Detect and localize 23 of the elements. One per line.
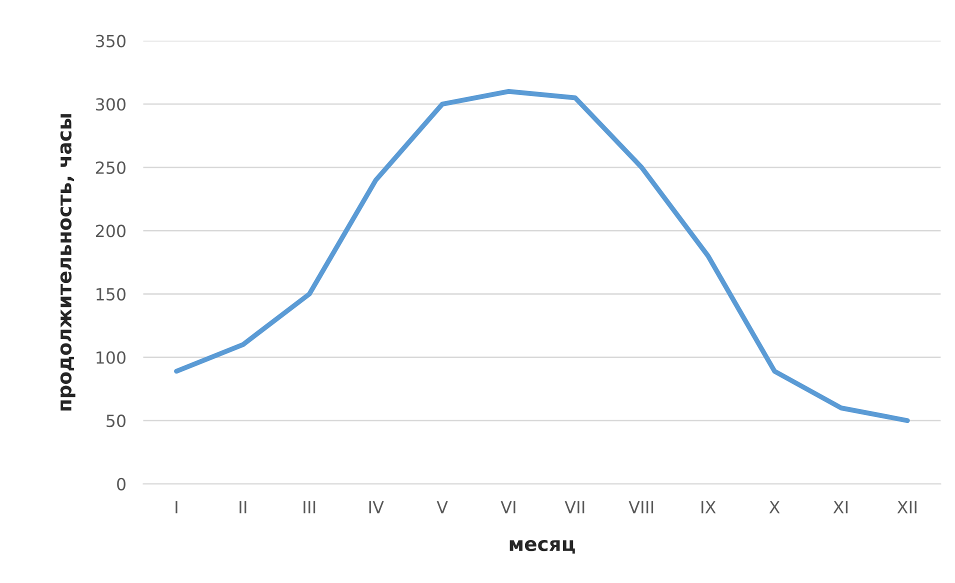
x-tick-label: XII	[897, 501, 916, 514]
line-series	[174, 89, 910, 424]
x-tick-label: VII	[564, 501, 584, 514]
x-tick-label: II	[240, 501, 246, 514]
y-tick-label: 250	[96, 161, 126, 174]
y-tick-label: 200	[96, 224, 126, 238]
x-tick-label: III	[304, 501, 316, 514]
x-tick-label: X	[769, 501, 780, 514]
x-axis-title: месяц	[510, 540, 575, 554]
x-tick-label: I	[176, 501, 178, 514]
y-tick-label: 150	[96, 288, 126, 301]
x-tick-label: VIII	[628, 501, 654, 514]
x-tick-label: IV	[369, 501, 384, 514]
x-tick-label: VI	[500, 501, 516, 514]
y-tick-label: 100	[96, 351, 126, 364]
y-tick-label: 350	[96, 34, 126, 48]
x-tick-label: V	[436, 501, 448, 514]
x-tick-label: XI	[833, 501, 848, 514]
x-tick-label: IX	[702, 501, 716, 514]
y-axis-title: продолжительность, часы	[60, 114, 76, 411]
y-tick-label: 0	[117, 478, 126, 490]
y-tick-label: 300	[96, 98, 126, 111]
y-tick-label: 50	[106, 414, 126, 428]
